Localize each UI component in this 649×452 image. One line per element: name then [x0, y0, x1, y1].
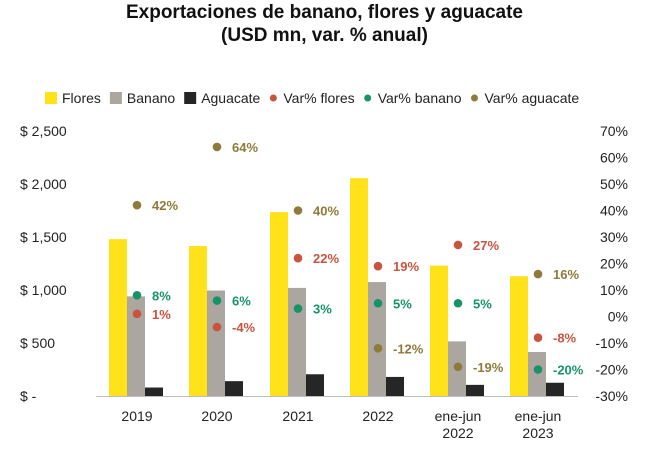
data-label-var-banano: -20% [553, 363, 584, 378]
data-label-var-aguacate: 42% [152, 198, 178, 213]
bar-aguacate [466, 384, 484, 396]
data-label-var-flores: 19% [393, 259, 419, 274]
y-right-tick-label: -30% [595, 388, 628, 404]
bar-banano [288, 287, 306, 396]
x-tick-label: 2022 [442, 425, 473, 441]
legend-marker [471, 94, 478, 102]
bar-aguacate [225, 381, 243, 396]
y-right-tick-label: 40% [600, 203, 628, 219]
data-label-var-banano: 8% [152, 288, 171, 303]
bar-flores [109, 239, 127, 396]
y-left-tick-label: $ 1,500 [20, 229, 67, 245]
y-right-tick-label: 60% [600, 150, 628, 166]
point-var-flores [453, 240, 463, 250]
y-right-tick-label: 70% [600, 123, 628, 139]
bar-aguacate [386, 376, 404, 396]
point-var-banano [453, 298, 463, 308]
point-var-aguacate [293, 206, 303, 215]
data-label-var-flores: 1% [152, 307, 171, 322]
point-var-aguacate [212, 142, 222, 152]
x-tick-label: ene-jun [515, 408, 562, 424]
legend-swatch [184, 92, 197, 104]
legend-label: Var% banano [378, 90, 462, 106]
x-tick-label: 2022 [362, 408, 393, 424]
chart-subtitle: (USD mn, var. % anual) [221, 25, 428, 46]
x-tick-label: ene-jun [435, 408, 482, 424]
x-tick-label: 2021 [282, 408, 313, 424]
point-var-flores [293, 253, 303, 263]
point-var-aguacate [132, 200, 142, 210]
y-right-tick-label: 0% [608, 309, 628, 325]
legend-swatch [109, 92, 122, 104]
legend-swatch [45, 92, 57, 104]
y-left-tick-label: $ 2,500 [20, 123, 67, 139]
point-var-flores [212, 322, 222, 332]
bar-banano [368, 282, 386, 396]
point-var-aguacate [453, 362, 463, 372]
legend-label: Var% aguacate [485, 90, 580, 106]
y-left-tick-label: $ 2,000 [20, 176, 67, 192]
legend-marker [269, 94, 277, 102]
y-right-tick-label: 10% [600, 282, 628, 298]
bar-flores [270, 212, 288, 396]
point-var-banano [212, 296, 222, 305]
data-label-var-banano: 5% [473, 296, 492, 311]
point-var-banano [132, 291, 142, 300]
y-left-tick-label: $ 1,000 [20, 282, 67, 298]
data-label-var-banano: 5% [393, 296, 412, 311]
bar-banano [127, 296, 145, 396]
bar-aguacate [546, 382, 564, 396]
y-right-tick-label: 30% [600, 229, 628, 245]
legend-marker [364, 94, 372, 102]
bar-aguacate [306, 374, 324, 396]
data-label-var-banano: 6% [232, 294, 251, 309]
bar-flores [430, 265, 448, 396]
bar-banano [207, 290, 225, 396]
data-label-var-flores: 27% [473, 238, 499, 253]
y-right-tick-label: -10% [595, 335, 628, 351]
bar-banano [528, 352, 546, 396]
point-var-banano [373, 298, 383, 308]
legend-label: Var% flores [283, 90, 354, 106]
data-label-var-flores: 22% [313, 251, 339, 266]
point-var-banano [293, 304, 303, 313]
chart-title: Exportaciones de banano, flores y aguaca… [125, 2, 523, 23]
point-var-flores [132, 309, 142, 319]
data-label-var-aguacate: 40% [313, 204, 339, 219]
legend-label: Flores [62, 90, 101, 106]
y-right-tick-label: 50% [600, 176, 628, 192]
bar-aguacate [145, 387, 163, 396]
data-label-var-aguacate: 64% [232, 140, 258, 155]
legend-label: Aguacate [201, 90, 260, 106]
x-tick-label: 2020 [201, 408, 232, 424]
data-label-var-aguacate: -12% [393, 341, 424, 356]
data-label-var-flores: -4% [232, 320, 256, 335]
legend-label: Banano [127, 90, 175, 106]
x-tick-label: 2023 [522, 425, 553, 441]
point-var-aguacate [533, 269, 543, 279]
point-var-banano [533, 365, 543, 374]
data-label-var-banano: 3% [313, 302, 332, 317]
y-right-tick-label: 20% [600, 256, 628, 272]
bar-flores [189, 246, 207, 396]
point-var-aguacate [373, 344, 383, 353]
x-tick-label: 2019 [121, 408, 152, 424]
y-right-tick-label: -20% [595, 362, 628, 378]
bar-flores [510, 276, 528, 396]
bar-flores [350, 178, 368, 396]
data-label-var-aguacate: -19% [473, 360, 504, 375]
y-left-tick-label: $ 500 [20, 335, 55, 351]
point-var-flores [373, 261, 383, 271]
data-label-var-flores: -8% [553, 331, 577, 346]
data-label-var-aguacate: 16% [553, 267, 579, 282]
y-left-tick-label: $ - [20, 388, 37, 404]
point-var-flores [533, 333, 543, 343]
